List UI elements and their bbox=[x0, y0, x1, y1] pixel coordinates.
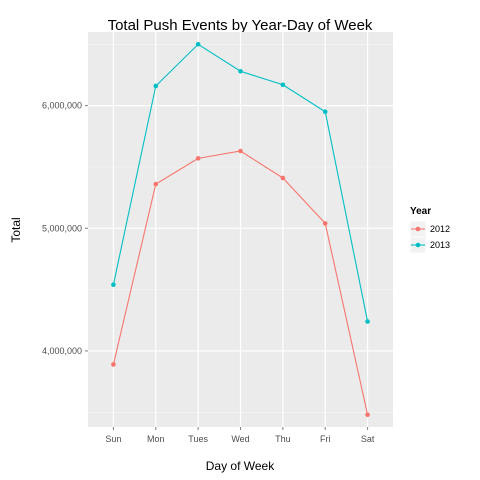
legend-label: 2013 bbox=[430, 240, 450, 250]
data-point bbox=[322, 109, 328, 115]
chart-title: Total Push Events by Year-Day of Week bbox=[108, 17, 373, 34]
data-point bbox=[238, 68, 243, 74]
data-point bbox=[111, 362, 116, 367]
legend-title: Year bbox=[410, 206, 431, 217]
x-axis-title: Day of Week bbox=[206, 459, 275, 473]
y-tick-label: 5,000,000 bbox=[42, 223, 82, 233]
data-point bbox=[153, 181, 159, 187]
data-point bbox=[365, 412, 370, 418]
data-point bbox=[195, 41, 201, 47]
x-tick-label: Sat bbox=[361, 434, 375, 444]
legend-key-2012 bbox=[409, 220, 427, 238]
legend-key-point bbox=[415, 242, 421, 248]
x-tick-label: Wed bbox=[231, 434, 249, 444]
legend-key-2013 bbox=[409, 236, 427, 254]
x-tick-label: Sun bbox=[105, 434, 121, 444]
series-2013 bbox=[111, 41, 370, 324]
x-tick-label: Thu bbox=[275, 434, 291, 444]
data-point bbox=[238, 148, 243, 154]
series-2012 bbox=[111, 148, 370, 418]
x-tick-label: Fri bbox=[320, 434, 331, 444]
series-layer bbox=[111, 41, 370, 418]
legend-key-point bbox=[415, 226, 421, 232]
y-tick-label: 6,000,000 bbox=[42, 101, 82, 111]
data-point bbox=[111, 282, 116, 288]
data-point bbox=[153, 83, 159, 89]
data-point bbox=[280, 82, 286, 88]
y-axis-ticks: 4,000,000 5,000,000 6,000,000 bbox=[42, 101, 88, 356]
x-tick-label: Tues bbox=[188, 434, 208, 444]
legend: Year 2012 2013 bbox=[409, 206, 450, 254]
data-point bbox=[322, 221, 328, 226]
x-axis-ticks: Sun Mon Tues Wed Thu Fri Sat bbox=[105, 427, 375, 444]
data-point bbox=[365, 319, 370, 324]
data-point bbox=[280, 175, 286, 181]
data-point bbox=[195, 156, 201, 161]
x-tick-label: Mon bbox=[147, 434, 165, 444]
legend-label: 2012 bbox=[430, 224, 450, 234]
y-tick-label: 4,000,000 bbox=[42, 346, 82, 356]
y-axis-title: Total bbox=[9, 217, 23, 242]
